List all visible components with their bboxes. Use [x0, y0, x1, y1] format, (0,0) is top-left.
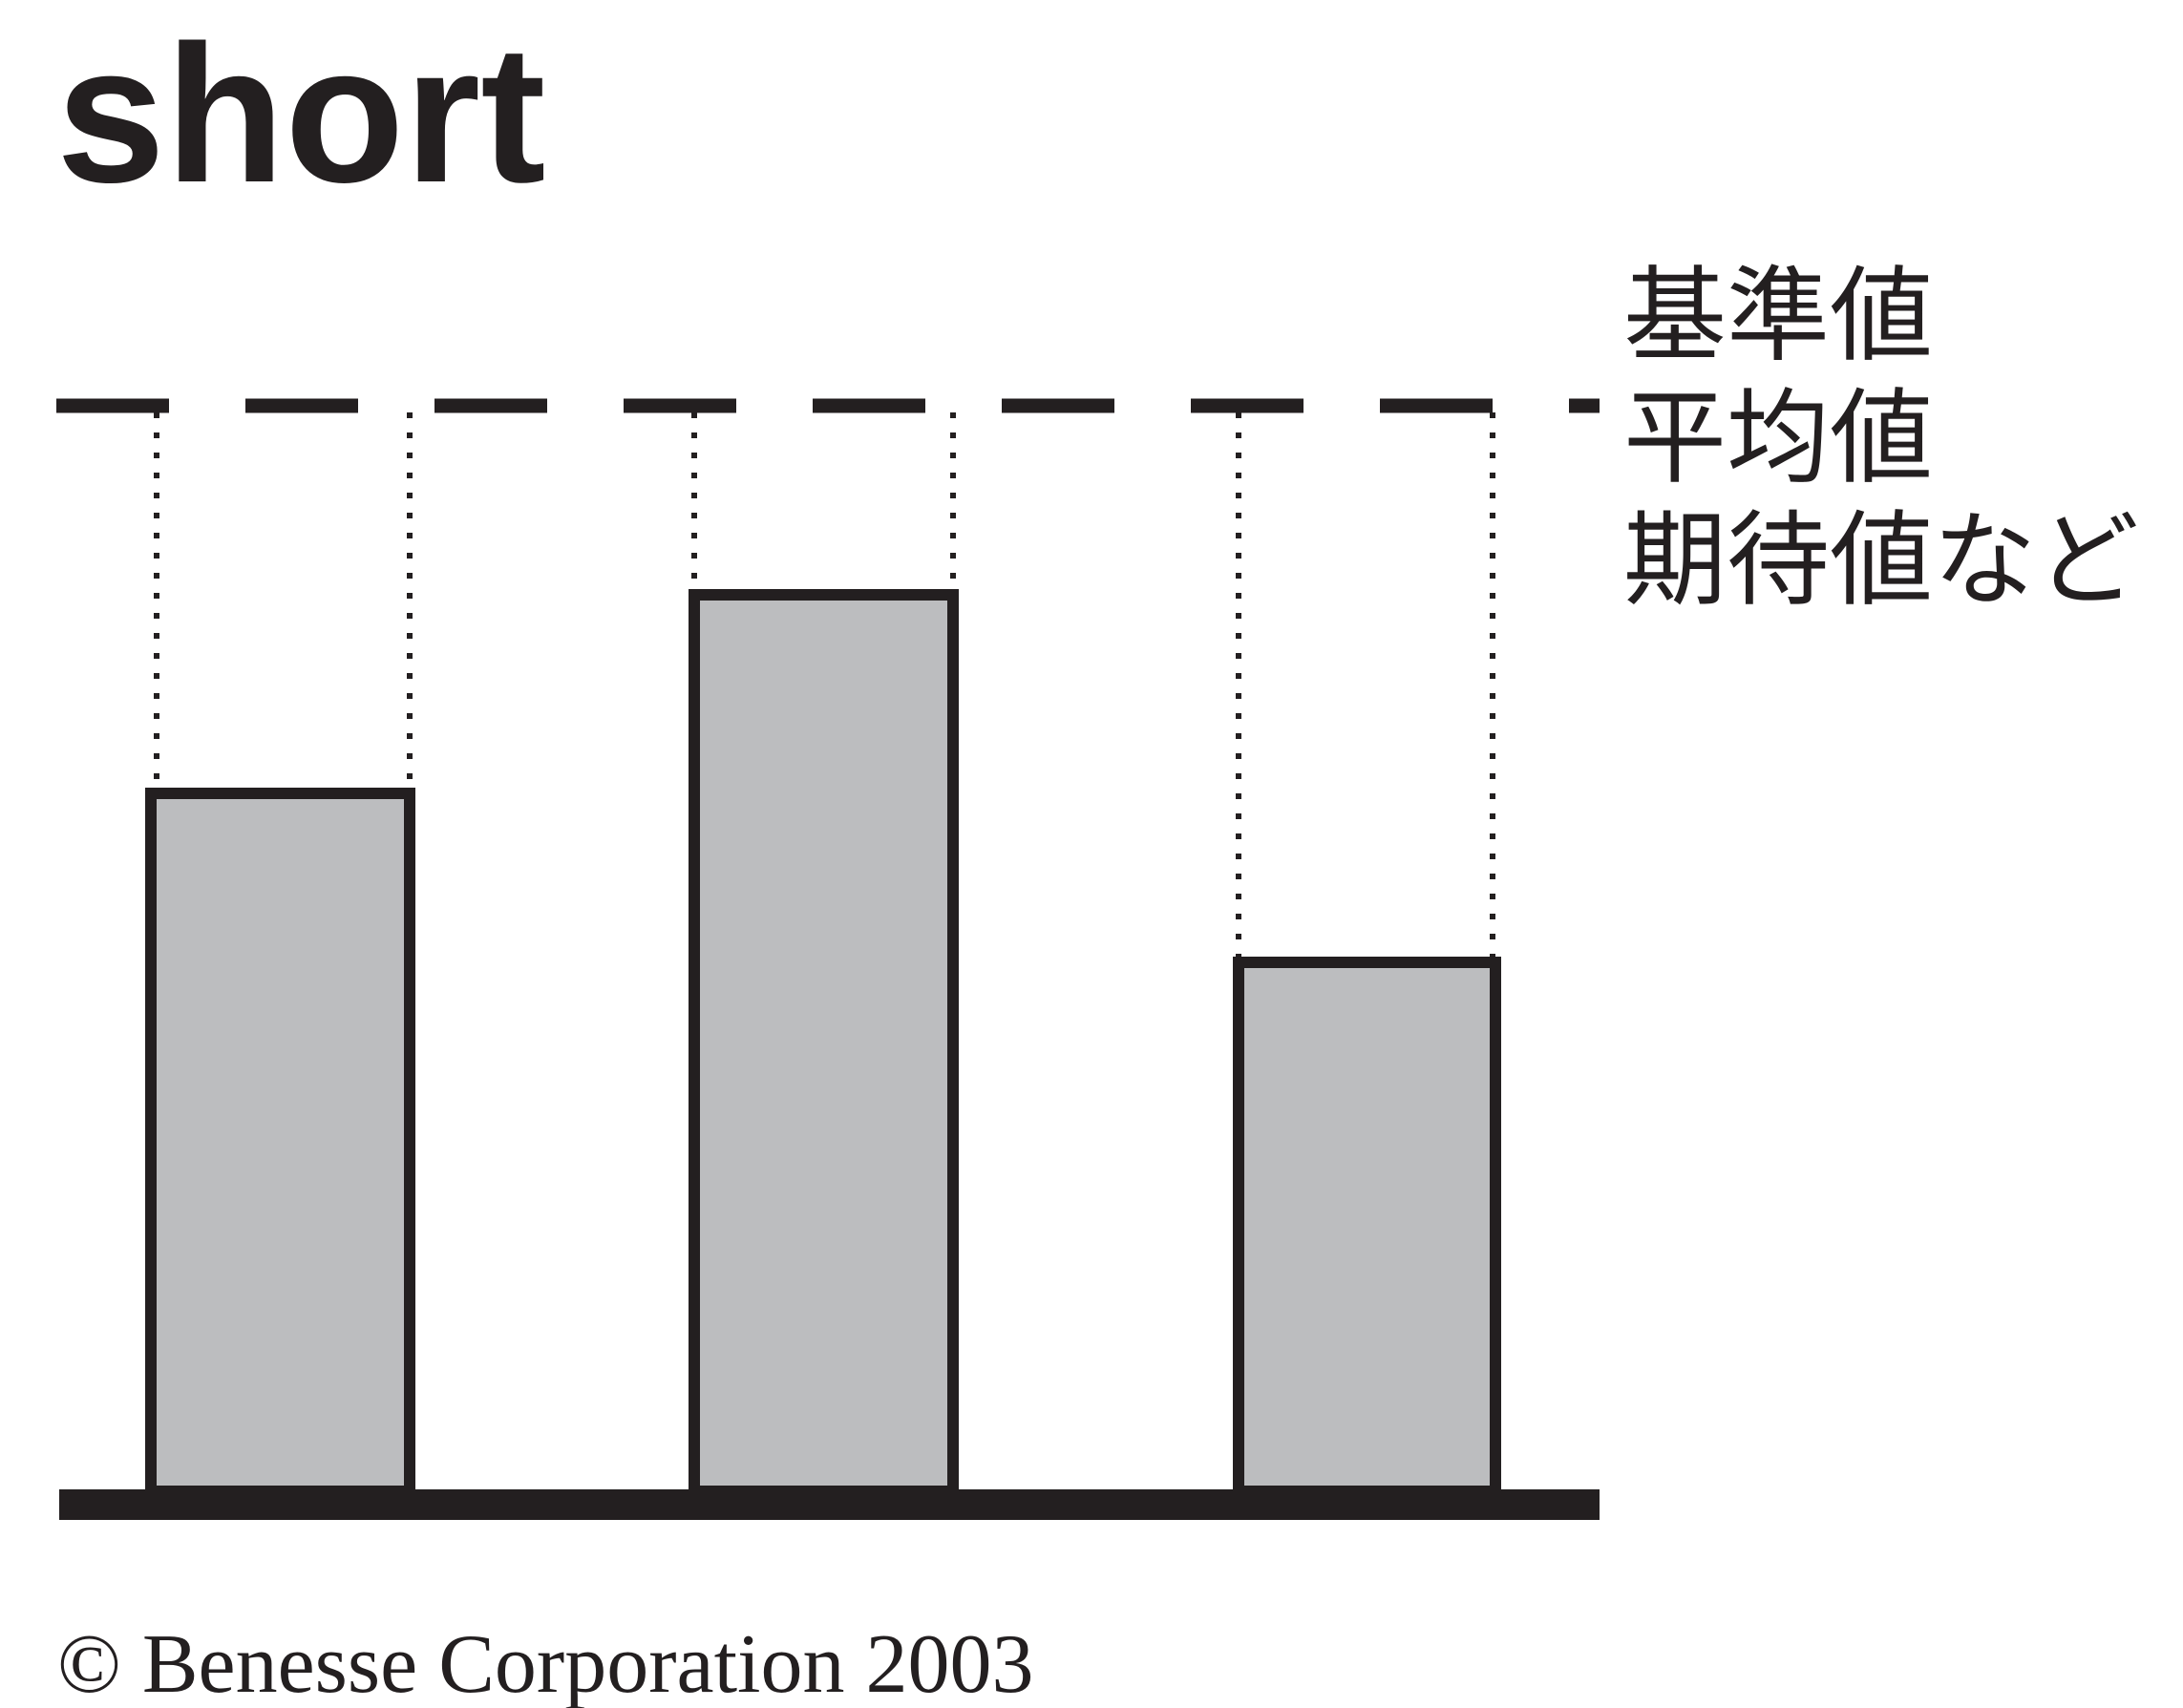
bar	[689, 589, 959, 1497]
bar	[1233, 957, 1501, 1497]
bar	[145, 788, 415, 1497]
copyright: © Benesse Corporation 2003	[57, 1618, 1033, 1708]
legend-line: 期待値など	[1623, 501, 2139, 621]
legend-line: 基準値	[1623, 257, 1933, 376]
legend-line: 平均値	[1623, 379, 1933, 498]
baseline	[59, 1489, 1600, 1520]
title: short	[56, 5, 546, 223]
